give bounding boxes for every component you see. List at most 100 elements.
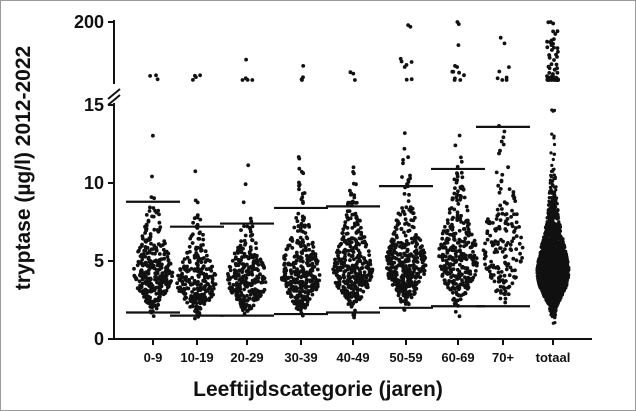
data-point [565, 257, 569, 261]
x-tick-label: 10-19 [180, 350, 213, 365]
data-point [396, 211, 401, 216]
data-point [555, 202, 559, 206]
data-point [508, 265, 513, 270]
data-point [406, 302, 411, 307]
data-point [361, 289, 366, 294]
data-point [162, 279, 167, 284]
data-point-outlier [551, 73, 555, 78]
data-point [395, 285, 400, 290]
data-point [292, 225, 297, 230]
data-point [350, 226, 355, 230]
data-point [395, 264, 399, 269]
data-point [358, 218, 362, 223]
data-point [195, 266, 200, 270]
data-point [187, 280, 192, 284]
data-point [442, 278, 447, 282]
data-point [306, 258, 310, 263]
data-point [558, 294, 562, 298]
data-point [364, 260, 369, 265]
data-point [465, 285, 470, 290]
data-point [349, 192, 353, 197]
data-point [409, 295, 414, 300]
data-point [227, 286, 232, 291]
data-point [309, 273, 314, 278]
data-point [422, 250, 427, 255]
data-point [400, 175, 404, 179]
data-point [239, 258, 244, 262]
data-point [451, 273, 456, 278]
data-point [185, 255, 190, 260]
data-point [244, 269, 249, 274]
data-point [210, 280, 215, 285]
data-point [189, 294, 194, 298]
data-point [549, 173, 553, 177]
data-point [445, 218, 450, 223]
data-point [552, 241, 556, 245]
data-point [511, 190, 516, 194]
data-point [198, 306, 203, 311]
data-point [351, 274, 355, 279]
data-point [553, 313, 557, 317]
data-point [300, 265, 305, 270]
data-point [157, 295, 161, 300]
data-point [185, 300, 190, 305]
data-point [410, 240, 415, 245]
data-point [343, 220, 348, 225]
data-point [485, 231, 490, 236]
data-point [311, 251, 316, 256]
data-point [143, 289, 147, 294]
data-point [359, 225, 363, 230]
data-point [249, 306, 254, 311]
data-point [201, 237, 206, 242]
series-0-9 [132, 73, 175, 318]
data-point [310, 288, 315, 293]
data-point [352, 257, 356, 262]
data-point [404, 239, 409, 243]
data-point [304, 235, 309, 240]
data-point [443, 224, 447, 229]
data-point [233, 261, 238, 266]
data-point [548, 296, 552, 300]
data-point [358, 288, 363, 292]
data-point [550, 226, 555, 231]
data-point [562, 263, 567, 267]
data-point [152, 227, 157, 232]
data-point [295, 277, 299, 282]
data-point [261, 274, 265, 279]
data-point [520, 245, 525, 250]
data-point [392, 248, 397, 253]
data-point [538, 285, 542, 289]
data-point [387, 261, 392, 266]
data-point [462, 266, 467, 270]
data-point [185, 264, 190, 269]
data-point [190, 290, 195, 294]
data-point [464, 204, 469, 209]
data-point [464, 257, 469, 262]
data-point [163, 269, 168, 274]
data-point [195, 269, 200, 274]
data-point [442, 270, 447, 274]
data-point-outlier [554, 62, 559, 67]
data-point [351, 165, 356, 170]
data-point [397, 291, 401, 296]
data-point [449, 247, 454, 251]
y-axis-label: tryptase (µg/l) 2012-2022 [12, 45, 35, 291]
data-point [561, 242, 565, 247]
data-point [473, 273, 477, 277]
data-point [293, 280, 297, 285]
data-point [248, 234, 253, 238]
data-point [337, 258, 342, 263]
data-point [348, 188, 352, 193]
data-point [558, 272, 562, 276]
data-point [159, 257, 164, 262]
data-point [296, 307, 301, 312]
data-point [354, 182, 358, 187]
data-point [138, 245, 142, 250]
data-point [453, 186, 457, 191]
data-point [483, 262, 487, 267]
data-point-outlier [500, 78, 505, 82]
data-point [456, 276, 461, 281]
data-point [153, 251, 157, 256]
data-point [348, 258, 352, 263]
data-point [445, 282, 450, 287]
